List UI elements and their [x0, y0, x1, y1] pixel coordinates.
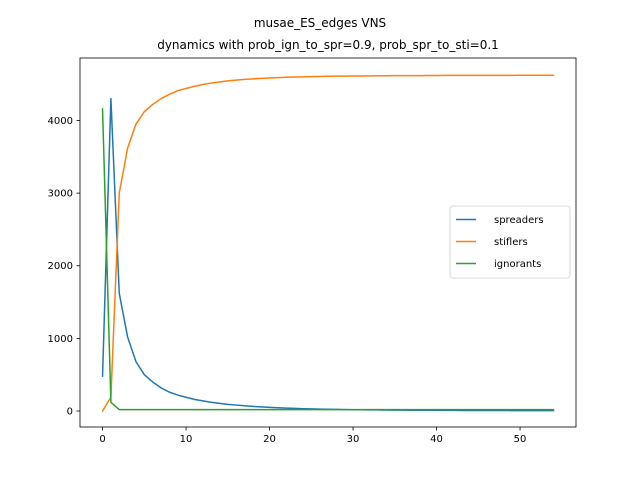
y-tick-label: 0 — [67, 407, 73, 418]
x-tick-label: 50 — [514, 434, 527, 445]
x-tick-label: 30 — [347, 434, 360, 445]
legend-box — [449, 205, 571, 279]
legend: spreaders stiflers ignorants — [449, 205, 571, 279]
x-tick-label: 40 — [430, 434, 443, 445]
y-tick-label: 2000 — [48, 261, 73, 272]
series-layer — [101, 74, 555, 413]
series-line-ignorants — [101, 108, 555, 411]
x-tick-label: 20 — [263, 434, 276, 445]
y-tick-label: 3000 — [48, 189, 73, 200]
chart-title: musae_ES_edges VNS — [254, 16, 386, 30]
series-line-stiflers — [101, 74, 555, 413]
chart-subtitle: dynamics with prob_ign_to_spr=0.9, prob_… — [157, 38, 499, 52]
y-tick-label: 1000 — [48, 334, 73, 345]
plot-frame — [79, 57, 577, 428]
x-tick-label: 10 — [180, 434, 193, 445]
legend-label-stiflers: stiflers — [494, 237, 528, 248]
y-axis-ticks: 0 1000 2000 3000 4000 — [48, 116, 80, 418]
y-tick-label: 4000 — [48, 116, 73, 127]
legend-label-ignorants: ignorants — [494, 259, 541, 270]
x-axis-ticks: 0 10 20 30 40 50 — [99, 427, 526, 445]
x-tick-label: 0 — [99, 434, 105, 445]
legend-label-spreaders: spreaders — [494, 215, 544, 226]
